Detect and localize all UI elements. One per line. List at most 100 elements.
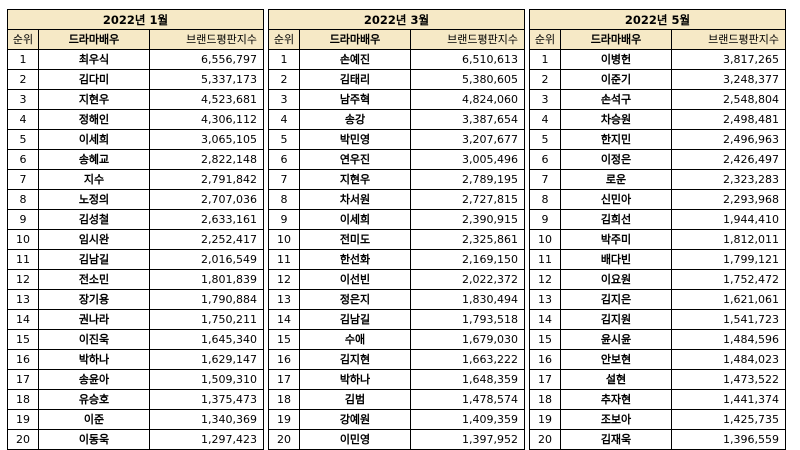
table-row: 17 박하나 1,648,359 — [268, 369, 525, 390]
rank-cell: 18 — [268, 389, 300, 410]
score-cell: 1,801,839 — [149, 269, 264, 290]
table-row: 9 이세희 2,390,915 — [268, 209, 525, 230]
score-cell: 1,812,011 — [671, 229, 786, 250]
table-title-row: 2022년 3월 — [268, 9, 525, 30]
table-row: 13 김지은 1,621,061 — [529, 289, 786, 310]
actor-name-cell: 유승호 — [38, 389, 150, 410]
table-row: 9 김희선 1,944,410 — [529, 209, 786, 230]
rank-cell: 3 — [7, 89, 39, 110]
actor-name-cell: 정해인 — [38, 109, 150, 130]
actor-name-cell: 차서원 — [299, 189, 411, 210]
score-cell: 1,297,423 — [149, 429, 264, 450]
rank-cell: 13 — [7, 289, 39, 310]
rank-cell: 17 — [268, 369, 300, 390]
actor-name-cell: 송윤아 — [38, 369, 150, 390]
rank-cell: 1 — [268, 49, 300, 70]
actor-name-cell: 손예진 — [299, 49, 411, 70]
ranking-table: 2022년 1월 순위 드라마배우 브랜드평판지수 1 최우식 6,556,797 2 김다미 5… — [7, 9, 264, 450]
score-cell: 5,337,173 — [149, 69, 264, 90]
table-row: 16 박하나 1,629,147 — [7, 349, 264, 370]
table-row: 6 송혜교 2,822,148 — [7, 149, 264, 170]
table-row: 12 이요원 1,752,472 — [529, 269, 786, 290]
actor-name-cell: 박민영 — [299, 129, 411, 150]
score-cell: 2,426,497 — [671, 149, 786, 170]
table-row: 13 정은지 1,830,494 — [268, 289, 525, 310]
ranking-tables: 2022년 1월 순위 드라마배우 브랜드평판지수 1 최우식 6,556,797 2 김다미 5… — [7, 9, 786, 450]
header-name: 드라마배우 — [560, 29, 672, 50]
rank-cell: 12 — [7, 269, 39, 290]
actor-name-cell: 지수 — [38, 169, 150, 190]
table-row: 13 장기용 1,790,884 — [7, 289, 264, 310]
table-row: 20 이동욱 1,297,423 — [7, 429, 264, 450]
actor-name-cell: 김성철 — [38, 209, 150, 230]
actor-name-cell: 이세희 — [299, 209, 411, 230]
score-cell: 2,325,861 — [410, 229, 525, 250]
actor-name-cell: 임시완 — [38, 229, 150, 250]
score-cell: 1,621,061 — [671, 289, 786, 310]
actor-name-cell: 송혜교 — [38, 149, 150, 170]
rank-cell: 4 — [529, 109, 561, 130]
score-cell: 1,629,147 — [149, 349, 264, 370]
table-row: 16 안보현 1,484,023 — [529, 349, 786, 370]
table-row: 17 송윤아 1,509,310 — [7, 369, 264, 390]
score-cell: 1,944,410 — [671, 209, 786, 230]
table-row: 5 이세희 3,065,105 — [7, 129, 264, 150]
score-cell: 1,750,211 — [149, 309, 264, 330]
score-cell: 1,648,359 — [410, 369, 525, 390]
actor-name-cell: 김지원 — [560, 309, 672, 330]
table-row: 8 신민아 2,293,968 — [529, 189, 786, 210]
actor-name-cell: 이준기 — [560, 69, 672, 90]
actor-name-cell: 조보아 — [560, 409, 672, 430]
rank-cell: 12 — [268, 269, 300, 290]
score-cell: 1,679,030 — [410, 329, 525, 350]
actor-name-cell: 김지현 — [299, 349, 411, 370]
score-cell: 3,207,677 — [410, 129, 525, 150]
rank-cell: 11 — [7, 249, 39, 270]
table-row: 1 이병헌 3,817,265 — [529, 49, 786, 70]
table-row: 19 이준 1,340,369 — [7, 409, 264, 430]
actor-name-cell: 수애 — [299, 329, 411, 350]
rank-cell: 13 — [529, 289, 561, 310]
rank-cell: 8 — [268, 189, 300, 210]
score-cell: 1,509,310 — [149, 369, 264, 390]
rank-cell: 20 — [7, 429, 39, 450]
actor-name-cell: 차승원 — [560, 109, 672, 130]
table-row: 11 한선화 2,169,150 — [268, 249, 525, 270]
actor-name-cell: 남주혁 — [299, 89, 411, 110]
actor-name-cell: 이세희 — [38, 129, 150, 150]
actor-name-cell: 정은지 — [299, 289, 411, 310]
table-row: 10 박주미 1,812,011 — [529, 229, 786, 250]
table-row: 3 남주혁 4,824,060 — [268, 89, 525, 110]
table-row: 12 전소민 1,801,839 — [7, 269, 264, 290]
table-row: 19 조보아 1,425,735 — [529, 409, 786, 430]
table-row: 4 송강 3,387,654 — [268, 109, 525, 130]
table-row: 12 이선빈 2,022,372 — [268, 269, 525, 290]
rank-cell: 16 — [268, 349, 300, 370]
score-cell: 1,441,374 — [671, 389, 786, 410]
rank-cell: 20 — [268, 429, 300, 450]
header-rank: 순위 — [7, 29, 39, 50]
table-row: 5 박민영 3,207,677 — [268, 129, 525, 150]
table-row: 8 노정의 2,707,036 — [7, 189, 264, 210]
ranking-table: 2022년 3월 순위 드라마배우 브랜드평판지수 1 손예진 6,510,613 2 김태리 5… — [268, 9, 525, 450]
actor-name-cell: 전소민 — [38, 269, 150, 290]
rank-cell: 14 — [529, 309, 561, 330]
table-row: 3 손석구 2,548,804 — [529, 89, 786, 110]
rank-cell: 6 — [529, 149, 561, 170]
table-row: 15 이진욱 1,645,340 — [7, 329, 264, 350]
header-rank: 순위 — [529, 29, 561, 50]
table-row: 3 지현우 4,523,681 — [7, 89, 264, 110]
score-cell: 4,306,112 — [149, 109, 264, 130]
table-row: 17 설현 1,473,522 — [529, 369, 786, 390]
score-cell: 6,556,797 — [149, 49, 264, 70]
rank-cell: 17 — [7, 369, 39, 390]
rank-cell: 2 — [268, 69, 300, 90]
rank-cell: 7 — [7, 169, 39, 190]
rank-cell: 6 — [268, 149, 300, 170]
score-cell: 1,396,559 — [671, 429, 786, 450]
score-cell: 1,645,340 — [149, 329, 264, 350]
rank-cell: 3 — [268, 89, 300, 110]
rank-cell: 20 — [529, 429, 561, 450]
score-cell: 1,663,222 — [410, 349, 525, 370]
score-cell: 1,478,574 — [410, 389, 525, 410]
